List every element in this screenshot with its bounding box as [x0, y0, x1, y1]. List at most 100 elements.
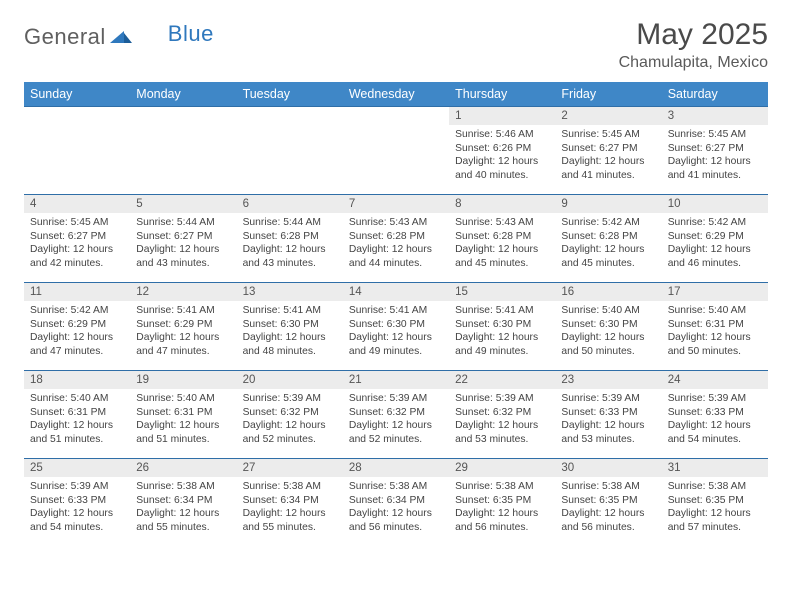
day-line: Sunset: 6:30 PM — [349, 318, 443, 332]
day-line: and 56 minutes. — [561, 521, 655, 535]
day-body: Sunrise: 5:46 AMSunset: 6:26 PMDaylight:… — [449, 125, 555, 186]
day-number: 15 — [449, 283, 555, 301]
day-line: Sunset: 6:31 PM — [668, 318, 762, 332]
calendar-head: Sunday Monday Tuesday Wednesday Thursday… — [24, 82, 768, 107]
day-line: Sunset: 6:30 PM — [561, 318, 655, 332]
day-line: Sunset: 6:27 PM — [30, 230, 124, 244]
day-body: Sunrise: 5:42 AMSunset: 6:29 PMDaylight:… — [24, 301, 130, 362]
location-subtitle: Chamulapita, Mexico — [619, 54, 768, 72]
day-body: Sunrise: 5:40 AMSunset: 6:30 PMDaylight:… — [555, 301, 661, 362]
day-number: 11 — [24, 283, 130, 301]
day-line: Sunrise: 5:41 AM — [136, 304, 230, 318]
day-line: and 43 minutes. — [243, 257, 337, 271]
day-line: Daylight: 12 hours — [243, 507, 337, 521]
day-cell: 21Sunrise: 5:39 AMSunset: 6:32 PMDayligh… — [343, 371, 449, 459]
dow-monday: Monday — [130, 82, 236, 107]
day-line: Sunset: 6:32 PM — [349, 406, 443, 420]
day-cell: 24Sunrise: 5:39 AMSunset: 6:33 PMDayligh… — [662, 371, 768, 459]
day-line: Daylight: 12 hours — [561, 507, 655, 521]
day-number: 26 — [130, 459, 236, 477]
day-body: Sunrise: 5:38 AMSunset: 6:35 PMDaylight:… — [449, 477, 555, 538]
day-cell: 7Sunrise: 5:43 AMSunset: 6:28 PMDaylight… — [343, 195, 449, 283]
day-line: Sunrise: 5:39 AM — [349, 392, 443, 406]
day-line: Daylight: 12 hours — [561, 419, 655, 433]
day-line: and 49 minutes. — [455, 345, 549, 359]
day-number: 2 — [555, 107, 661, 125]
day-line: Sunrise: 5:38 AM — [561, 480, 655, 494]
day-line: Sunset: 6:28 PM — [243, 230, 337, 244]
day-line: Sunset: 6:28 PM — [561, 230, 655, 244]
day-line: Daylight: 12 hours — [30, 507, 124, 521]
day-line: and 52 minutes. — [243, 433, 337, 447]
day-line: and 49 minutes. — [349, 345, 443, 359]
dow-friday: Friday — [555, 82, 661, 107]
day-cell: 19Sunrise: 5:40 AMSunset: 6:31 PMDayligh… — [130, 371, 236, 459]
day-number: 6 — [237, 195, 343, 213]
day-line: Sunset: 6:31 PM — [136, 406, 230, 420]
dow-wednesday: Wednesday — [343, 82, 449, 107]
day-cell: 22Sunrise: 5:39 AMSunset: 6:32 PMDayligh… — [449, 371, 555, 459]
day-cell: 11Sunrise: 5:42 AMSunset: 6:29 PMDayligh… — [24, 283, 130, 371]
day-line: Sunrise: 5:41 AM — [243, 304, 337, 318]
brand-mark-icon — [110, 25, 132, 50]
day-line: and 41 minutes. — [561, 169, 655, 183]
day-line: Daylight: 12 hours — [136, 419, 230, 433]
day-line: Sunrise: 5:39 AM — [30, 480, 124, 494]
week-row: 18Sunrise: 5:40 AMSunset: 6:31 PMDayligh… — [24, 371, 768, 459]
day-line: Daylight: 12 hours — [668, 155, 762, 169]
day-body: Sunrise: 5:43 AMSunset: 6:28 PMDaylight:… — [449, 213, 555, 274]
day-number: 22 — [449, 371, 555, 389]
day-line: Sunrise: 5:39 AM — [561, 392, 655, 406]
day-line: Sunset: 6:32 PM — [243, 406, 337, 420]
day-number: 17 — [662, 283, 768, 301]
day-body: Sunrise: 5:42 AMSunset: 6:29 PMDaylight:… — [662, 213, 768, 274]
day-line: Sunset: 6:30 PM — [243, 318, 337, 332]
dow-sunday: Sunday — [24, 82, 130, 107]
day-line: Sunrise: 5:39 AM — [668, 392, 762, 406]
day-number: 25 — [24, 459, 130, 477]
day-line: and 50 minutes. — [668, 345, 762, 359]
day-line: and 47 minutes. — [30, 345, 124, 359]
day-line: Sunrise: 5:38 AM — [243, 480, 337, 494]
day-cell: 4Sunrise: 5:45 AMSunset: 6:27 PMDaylight… — [24, 195, 130, 283]
day-number: 18 — [24, 371, 130, 389]
day-line: Sunset: 6:34 PM — [136, 494, 230, 508]
day-line: Daylight: 12 hours — [561, 243, 655, 257]
calendar-table: Sunday Monday Tuesday Wednesday Thursday… — [24, 82, 768, 547]
day-body: Sunrise: 5:42 AMSunset: 6:28 PMDaylight:… — [555, 213, 661, 274]
day-line: Daylight: 12 hours — [136, 507, 230, 521]
day-number: 3 — [662, 107, 768, 125]
day-line: Sunrise: 5:41 AM — [349, 304, 443, 318]
day-body: Sunrise: 5:45 AMSunset: 6:27 PMDaylight:… — [24, 213, 130, 274]
day-line: and 45 minutes. — [455, 257, 549, 271]
day-number: 27 — [237, 459, 343, 477]
day-cell: 5Sunrise: 5:44 AMSunset: 6:27 PMDaylight… — [130, 195, 236, 283]
day-body: Sunrise: 5:45 AMSunset: 6:27 PMDaylight:… — [662, 125, 768, 186]
day-line: and 56 minutes. — [349, 521, 443, 535]
dow-saturday: Saturday — [662, 82, 768, 107]
day-cell: 8Sunrise: 5:43 AMSunset: 6:28 PMDaylight… — [449, 195, 555, 283]
day-line: Daylight: 12 hours — [668, 419, 762, 433]
day-line: Daylight: 12 hours — [136, 243, 230, 257]
day-line: Daylight: 12 hours — [349, 331, 443, 345]
day-line: Daylight: 12 hours — [455, 155, 549, 169]
day-number: 31 — [662, 459, 768, 477]
day-line: Sunset: 6:34 PM — [243, 494, 337, 508]
day-line: and 51 minutes. — [30, 433, 124, 447]
brand-text-2: Blue — [168, 21, 214, 47]
week-row: 11Sunrise: 5:42 AMSunset: 6:29 PMDayligh… — [24, 283, 768, 371]
day-number: 28 — [343, 459, 449, 477]
day-cell: 25Sunrise: 5:39 AMSunset: 6:33 PMDayligh… — [24, 459, 130, 547]
day-body: Sunrise: 5:39 AMSunset: 6:33 PMDaylight:… — [24, 477, 130, 538]
day-number: 10 — [662, 195, 768, 213]
day-line: Sunrise: 5:40 AM — [30, 392, 124, 406]
day-line: and 50 minutes. — [561, 345, 655, 359]
week-row: 25Sunrise: 5:39 AMSunset: 6:33 PMDayligh… — [24, 459, 768, 547]
day-number: 1 — [449, 107, 555, 125]
day-line: Sunset: 6:27 PM — [668, 142, 762, 156]
day-line: Sunset: 6:33 PM — [561, 406, 655, 420]
day-number: 24 — [662, 371, 768, 389]
day-line: and 47 minutes. — [136, 345, 230, 359]
day-line: Daylight: 12 hours — [136, 331, 230, 345]
day-line: and 45 minutes. — [561, 257, 655, 271]
